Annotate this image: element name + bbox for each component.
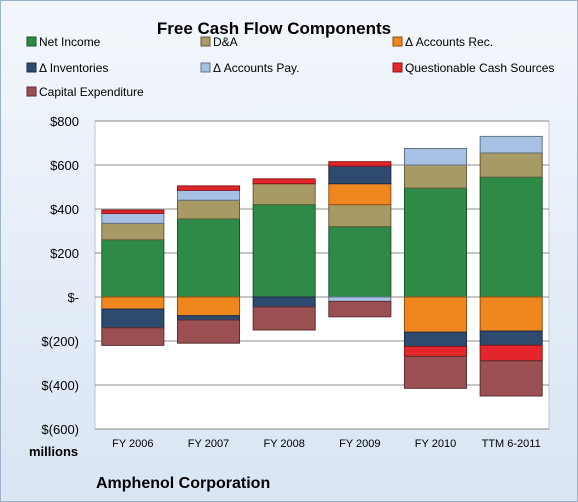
bar-delta-accounts-rec-ttm-6-2011 [479, 296, 543, 332]
unit-label: millions [29, 444, 78, 459]
y-tick-label: $(400) [41, 378, 79, 393]
y-tick-label: $(200) [41, 334, 79, 349]
bar-questionable-cash-sources-fy-2007 [176, 185, 241, 191]
legend-swatch-delta-accounts-pay [200, 62, 211, 73]
bar-questionable-cash-sources-fy-2006 [101, 209, 165, 214]
bar-capital-expenditure-fy-2008 [252, 306, 316, 331]
y-tick-label: $(600) [41, 422, 79, 437]
bar-delta-inventories-fy-2007 [176, 315, 241, 321]
legend: Net Income D&A Δ Accounts Rec. Δ Inventorie… [26, 35, 554, 99]
bar-d-a-fy-2006 [101, 222, 165, 241]
x-tick-label: FY 2009 [339, 438, 380, 450]
bar-net-income-fy-2007 [176, 218, 241, 298]
bar-d-a-fy-2010 [403, 164, 468, 189]
x-tick-label: FY 2008 [263, 438, 304, 450]
bar-net-income-ttm-6-2011 [479, 176, 543, 298]
bar-delta-accounts-pay-fy-2007 [176, 189, 241, 201]
bar-d-a-fy-2008 [252, 183, 316, 206]
bar-net-income-fy-2006 [101, 239, 165, 298]
bar-capital-expenditure-fy-2007 [176, 319, 241, 344]
bar-delta-inventories-fy-2006 [101, 308, 165, 329]
y-axis: $800 $600 $400 $200 $- $(200) $(400) $(600) [41, 114, 79, 437]
bar-capital-expenditure-ttm-6-2011 [479, 360, 543, 397]
legend-label-delta-accounts-pay: Δ Accounts Pay. [213, 61, 300, 75]
plot-area [94, 120, 550, 430]
bars [101, 135, 543, 397]
legend-swatch-questionable-cash-sources [392, 62, 403, 73]
bar-delta-accounts-rec-fy-2010 [403, 296, 468, 333]
x-tick-label: FY 2006 [112, 438, 153, 450]
bar-delta-inventories-ttm-6-2011 [479, 330, 543, 346]
bar-delta-accounts-rec-fy-2009 [328, 183, 392, 206]
bar-delta-accounts-pay-fy-2010 [403, 148, 468, 166]
bar-delta-accounts-rec-fy-2006 [101, 296, 165, 310]
bar-questionable-cash-sources-ttm-6-2011 [479, 344, 543, 362]
legend-label-d-a: D&A [213, 35, 238, 49]
bar-delta-accounts-rec-fy-2007 [176, 296, 241, 317]
bar-capital-expenditure-fy-2010 [403, 355, 468, 389]
y-tick-label: $800 [50, 114, 79, 129]
bar-capital-expenditure-fy-2009 [328, 300, 392, 318]
legend-swatch-delta-accounts-rec [392, 36, 403, 47]
y-tick-label: $600 [50, 158, 79, 173]
bar-delta-accounts-pay-fy-2006 [101, 212, 165, 224]
bar-delta-accounts-pay-ttm-6-2011 [479, 135, 543, 154]
bar-net-income-fy-2009 [328, 226, 392, 298]
bar-questionable-cash-sources-fy-2008 [252, 178, 316, 185]
bar-d-a-fy-2009 [328, 204, 392, 228]
y-tick-label: $400 [50, 202, 79, 217]
bar-d-a-fy-2007 [176, 199, 241, 220]
chart-title: Free Cash Flow Components [157, 19, 391, 38]
bar-questionable-cash-sources-fy-2010 [403, 346, 468, 357]
legend-label-questionable-cash-sources: Questionable Cash Sources [405, 61, 554, 75]
x-tick-label: TTM 6-2011 [482, 438, 541, 450]
gridlines [95, 120, 549, 430]
legend-label-delta-accounts-rec: Δ Accounts Rec. [405, 35, 493, 49]
x-axis: FY 2006 FY 2007 FY 2008 FY 2009 FY 2010 TTM 6… [112, 438, 541, 450]
legend-label-delta-inventories: Δ Inventories [39, 61, 108, 75]
legend-label-capital-expenditure: Capital Expenditure [39, 85, 144, 99]
bar-net-income-fy-2010 [403, 187, 468, 298]
legend-swatch-d-a [200, 36, 211, 47]
bar-delta-inventories-fy-2008 [252, 296, 316, 308]
x-tick-label: FY 2010 [415, 438, 456, 450]
company-name: Amphenol Corporation [96, 475, 270, 492]
bar-delta-accounts-pay-fy-2009 [328, 296, 392, 302]
legend-label-net-income: Net Income [39, 35, 101, 49]
legend-swatch-capital-expenditure [26, 86, 37, 97]
legend-swatch-net-income [26, 36, 37, 47]
y-tick-label: $200 [50, 246, 79, 261]
y-tick-label: $- [67, 290, 79, 305]
legend-swatch-delta-inventories [26, 62, 37, 73]
bar-delta-inventories-fy-2009 [328, 165, 392, 185]
bar-delta-inventories-fy-2010 [403, 331, 468, 348]
bar-questionable-cash-sources-fy-2009 [328, 161, 392, 167]
bar-net-income-fy-2008 [252, 204, 316, 298]
x-tick-label: FY 2007 [188, 438, 229, 450]
bar-d-a-ttm-6-2011 [479, 152, 543, 178]
bar-capital-expenditure-fy-2006 [101, 327, 165, 346]
